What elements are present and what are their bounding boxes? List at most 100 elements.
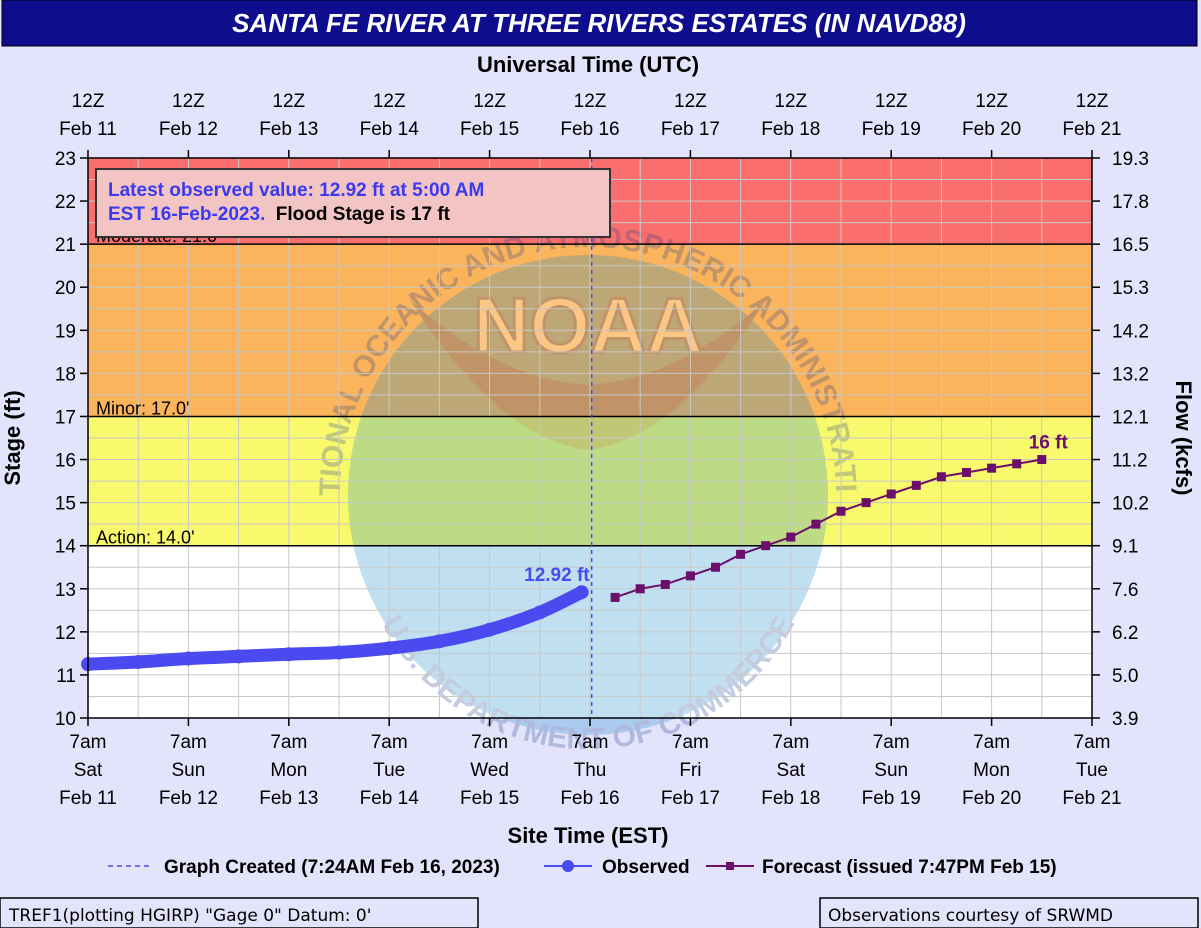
top-tick-date: Feb 20 [962, 119, 1021, 140]
observed-point [231, 649, 246, 664]
x-tick-time: 7am [270, 732, 307, 753]
x-tick-time: 7am [873, 732, 910, 753]
footer-datum: TREF1(plotting HGIRP) "Gage 0" Datum: 0' [8, 906, 371, 926]
x-tick-date: Feb 21 [1062, 788, 1121, 809]
y-tick-label: 16 [55, 451, 76, 472]
info-line-2: EST 16-Feb-2023. Flood Stage is 17 ft [108, 204, 451, 225]
legend-forecast-marker [726, 862, 734, 870]
y2-tick-label: 14.2 [1112, 321, 1149, 342]
grid-lines [87, 157, 1093, 719]
band-label-action: Action: 14.0' [96, 528, 195, 548]
observed-point [382, 641, 397, 656]
x-tick-day: Sun [171, 760, 205, 781]
observed-point [131, 655, 146, 669]
y-tick-label: 15 [55, 494, 76, 515]
info-line-1: Latest observed value: 12.92 ft at 5:00 … [108, 180, 484, 201]
y2-tick-label: 15.3 [1112, 278, 1149, 299]
legend-observed-marker [562, 860, 574, 872]
x-tick-time: 7am [772, 732, 809, 753]
top-tick-time: 12Z [574, 91, 607, 112]
y2-axis-label: Flow (kcfs) [1171, 381, 1196, 496]
top-tick-time: 12Z [172, 91, 205, 112]
y-tick-label: 22 [55, 192, 76, 213]
x-tick-time: 7am [1074, 732, 1111, 753]
forecast-point [660, 579, 670, 589]
y-tick-label: 21 [55, 235, 76, 256]
title-bar [1, 0, 1198, 47]
y2-tick-label: 17.8 [1112, 192, 1149, 213]
x-tick-time: 7am [471, 732, 508, 753]
x-tick-date: Feb 16 [560, 788, 619, 809]
forecast-point [1012, 459, 1022, 469]
x-tick-time: 7am [572, 732, 609, 753]
top-tick-date: Feb 19 [862, 119, 921, 140]
x-tick-time: 7am [70, 732, 107, 753]
observed-point [532, 605, 547, 620]
forecast-point [610, 592, 620, 602]
x-tick-date: Feb 14 [360, 788, 420, 809]
y2-tick-label: 5.0 [1112, 666, 1138, 687]
top-tick-time: 12Z [373, 91, 406, 112]
info-line-2-flood: Flood Stage is 17 ft [276, 204, 451, 225]
observed-end-label: 12.92 ft [524, 565, 590, 586]
forecast-point [786, 532, 796, 542]
observed-point [181, 651, 196, 666]
x-tick-day: Wed [470, 760, 509, 781]
series-layer: 12.92 ft 16 ft [81, 433, 1068, 672]
forecast-point [886, 489, 896, 499]
top-tick-date: Feb 17 [661, 119, 720, 140]
top-tick-date: Feb 15 [460, 119, 519, 140]
info-line-2-date: EST 16-Feb-2023. [108, 204, 265, 225]
top-axis-ticks: 12Z Feb 11 12Z Feb 12 12Z Feb 13 12Z Feb 14 12Z F… [59, 91, 1122, 158]
y-tick-label: 17 [55, 407, 76, 428]
x-axis-ticks: 7am Sat Feb 11 7am Sun Feb 12 7am Mon Feb 13 7am T… [59, 718, 1122, 809]
forecast-point [936, 472, 946, 482]
top-tick-time: 12Z [1076, 91, 1109, 112]
y2-tick-label: 19.3 [1112, 149, 1149, 170]
x-tick-day: Mon [973, 760, 1010, 781]
x-tick-date: Feb 18 [761, 788, 820, 809]
top-tick-time: 12Z [72, 91, 105, 112]
footer-left-box [0, 897, 479, 928]
info-box-frame [95, 168, 611, 238]
forecast-point [711, 562, 720, 572]
top-tick-date: Feb 21 [1062, 119, 1121, 140]
forecast-point [987, 463, 997, 473]
x-tick-day: Sat [777, 760, 806, 781]
forecast-point [861, 498, 871, 508]
forecast-point [736, 549, 746, 559]
watermark-disc [348, 255, 828, 735]
y2-tick-label: 11.2 [1112, 451, 1148, 472]
y-tick-label: 12 [55, 623, 76, 644]
chart-title: SANTA FE RIVER AT THREE RIVERS ESTATES (… [232, 8, 966, 38]
y-tick-label: 23 [55, 149, 76, 170]
top-tick-time: 12Z [674, 91, 707, 112]
x-tick-date: Feb 12 [159, 788, 218, 809]
x-tick-date: Feb 15 [460, 788, 519, 809]
x-axis-label: Site Time (EST) [508, 823, 669, 848]
x-tick-day: Thu [574, 760, 607, 781]
observed-point [574, 585, 589, 600]
y2-tick-label: 16.5 [1112, 235, 1149, 256]
y2-tick-label: 6.2 [1112, 623, 1138, 644]
y-axis-ticks: 10 11 12 13 14 15 16 17 18 19 20 21 22 23 [55, 149, 88, 730]
y-tick-label: 10 [55, 709, 76, 730]
x-tick-day: Mon [270, 760, 307, 781]
top-axis-label: Universal Time (UTC) [477, 52, 699, 77]
top-tick-date: Feb 16 [560, 119, 619, 140]
forecast-point [811, 519, 821, 529]
observed-point [482, 622, 497, 637]
forecast-point [836, 506, 846, 516]
latest-value-box: Latest observed value: 12.92 ft at 5:00 … [95, 168, 611, 238]
forecast-point [962, 467, 971, 477]
band-label-minor: Minor: 17.0' [96, 398, 189, 418]
forecast-point [1037, 455, 1047, 465]
top-tick-date: Feb 18 [761, 119, 820, 140]
y-tick-label: 20 [55, 278, 76, 299]
observed-point [281, 647, 296, 662]
watermark-bird [410, 300, 766, 450]
x-tick-day: Tue [1076, 760, 1108, 781]
top-tick-time: 12Z [473, 91, 506, 112]
legend-observed: Observed [602, 857, 690, 878]
